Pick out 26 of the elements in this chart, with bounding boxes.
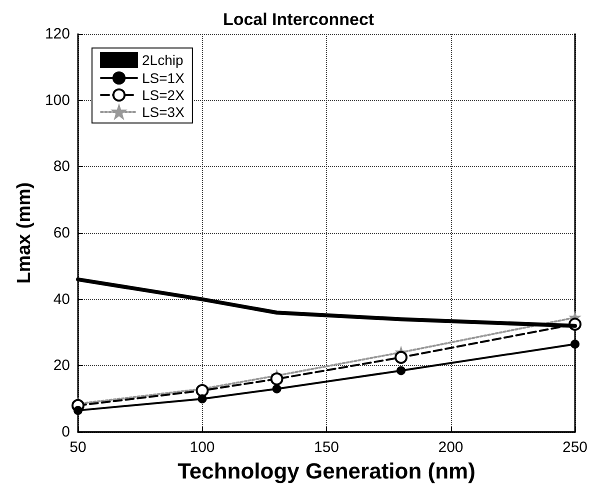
- point: [270, 372, 284, 386]
- x-axis-title: Technology Generation (nm): [178, 458, 476, 484]
- y-tick-label: 100: [44, 92, 70, 109]
- y-tick-label: 120: [44, 26, 70, 42]
- point: [198, 394, 207, 404]
- y-tick-label: 20: [53, 357, 70, 374]
- y-axis-title: Lmax (mm): [14, 182, 36, 284]
- y-tick-label: 0: [62, 424, 70, 440]
- point: [74, 406, 82, 415]
- point: [570, 340, 580, 349]
- y-tick-label: 80: [53, 158, 70, 176]
- x-tick-label: 200: [438, 439, 464, 456]
- y-tick-label: 40: [53, 290, 70, 308]
- x-tick-label: 100: [190, 439, 215, 456]
- point: [396, 366, 406, 376]
- y-tick-label: 60: [53, 224, 70, 242]
- legend-label: 2Lchip: [142, 52, 184, 68]
- chart-title: Local Interconnect: [222, 10, 374, 29]
- legend-label: LS=3X: [142, 104, 186, 120]
- x-tick-label: 250: [562, 439, 588, 456]
- point: [394, 350, 408, 364]
- point: [272, 384, 282, 394]
- x-tick-label: 50: [70, 439, 86, 456]
- x-tick-label: 150: [314, 439, 340, 456]
- legend-label: LS=1X: [142, 70, 186, 86]
- legend-label: LS=2X: [142, 87, 186, 103]
